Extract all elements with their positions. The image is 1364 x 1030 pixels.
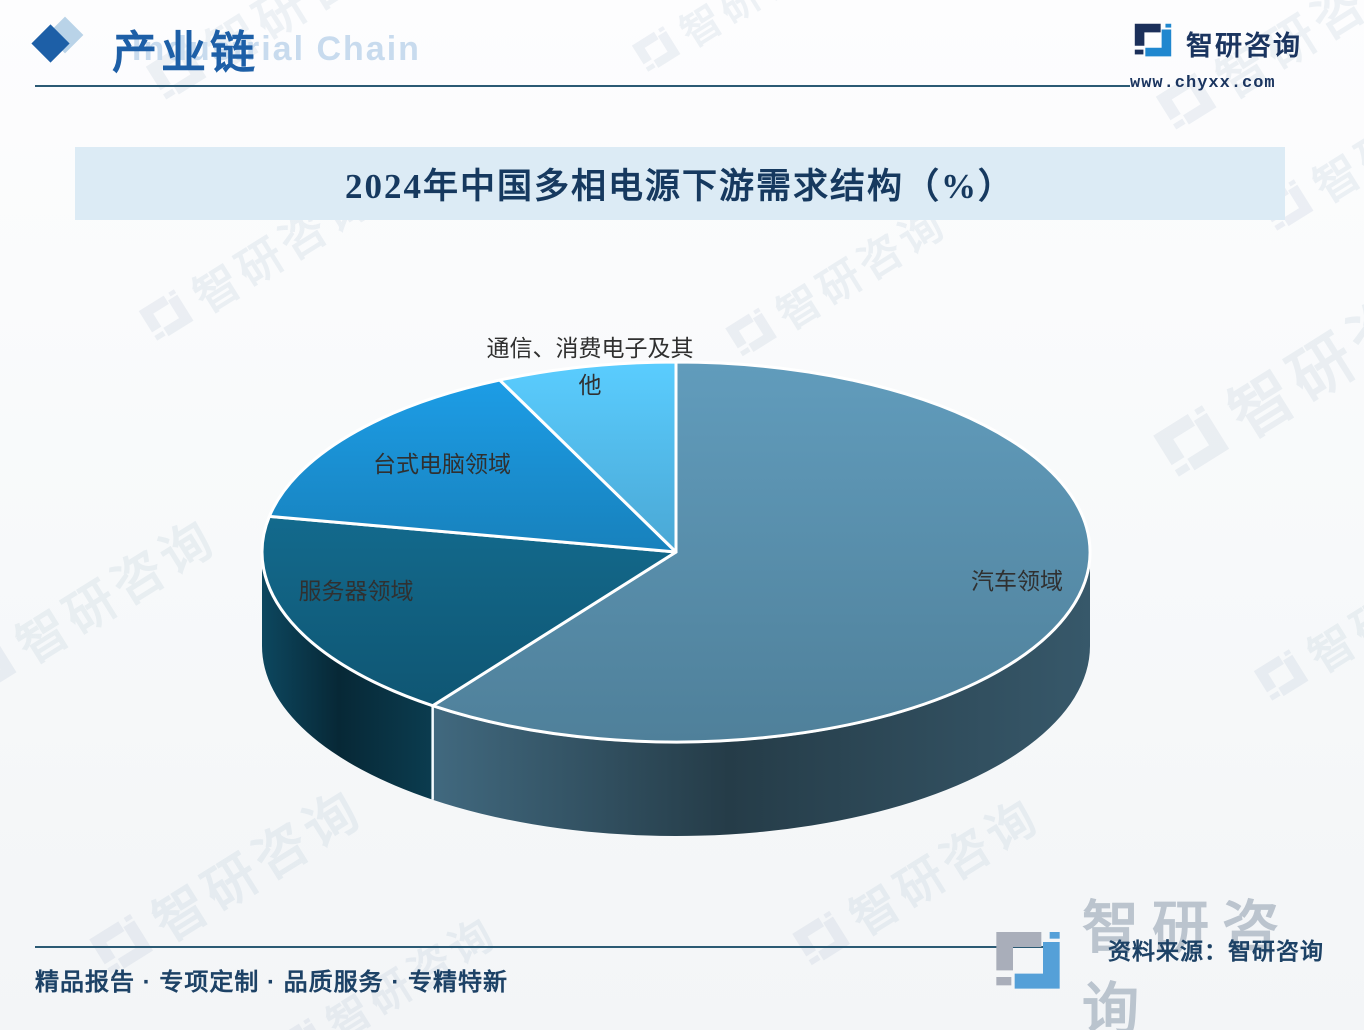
pie-slice [431, 360, 1092, 744]
background-watermark: 智研咨询 [133, 0, 419, 119]
pie-label-desktop: 台式电脑领域 [373, 451, 511, 477]
brand-block: 智研咨询 www.chyxx.com [1130, 18, 1330, 93]
section-title-watermark-en: Industrial Chain [132, 30, 421, 68]
watermark-brand: 智研咨询 [1082, 896, 1292, 1030]
pie-label-communication: 通信、消费电子及其他 [486, 335, 694, 398]
brand-url: www.chyxx.com [1130, 74, 1276, 93]
chart-title-bar: 2024年中国多相电源下游需求结构（%） [75, 147, 1285, 220]
background-watermark: 智研咨询 [715, 189, 958, 372]
background-watermark: 智研咨询 [265, 899, 508, 1030]
brand-logo-icon [1130, 18, 1176, 69]
section-title: 产业链 [112, 28, 260, 78]
chart-title: 2024年中国多相电源下游需求结构（%） [344, 167, 1015, 206]
pie-label-automotive: 汽车领域 [971, 568, 1063, 594]
background-watermark: 智研咨询 [76, 768, 376, 995]
background-watermark: 智研咨询 [622, 0, 851, 87]
background-watermark: 智研咨询 [1143, 0, 1364, 149]
source-note: 资料来源：智研咨询 [1108, 938, 1324, 964]
background-watermark: 智研咨询 [1242, 524, 1364, 718]
background-watermark: 智研咨询 [0, 498, 229, 714]
section-diamond-icon [30, 16, 100, 76]
watermark-logo-icon [988, 922, 1068, 1007]
pie-slice [260, 514, 678, 708]
pie-label-server: 服务器领域 [298, 578, 414, 604]
bottom-watermark: 智研咨询 www.chyxx.com [988, 882, 1358, 1030]
background-watermark: 智研咨询 [1137, 231, 1364, 501]
background-watermark: 智研咨询 [127, 164, 384, 358]
header-divider [35, 85, 1130, 87]
footer-divider [35, 946, 1045, 948]
footer-tagline: 精品报告 · 专项定制 · 品质服务 · 专精特新 [35, 969, 508, 996]
brand-name: 智研咨询 [1186, 31, 1302, 61]
